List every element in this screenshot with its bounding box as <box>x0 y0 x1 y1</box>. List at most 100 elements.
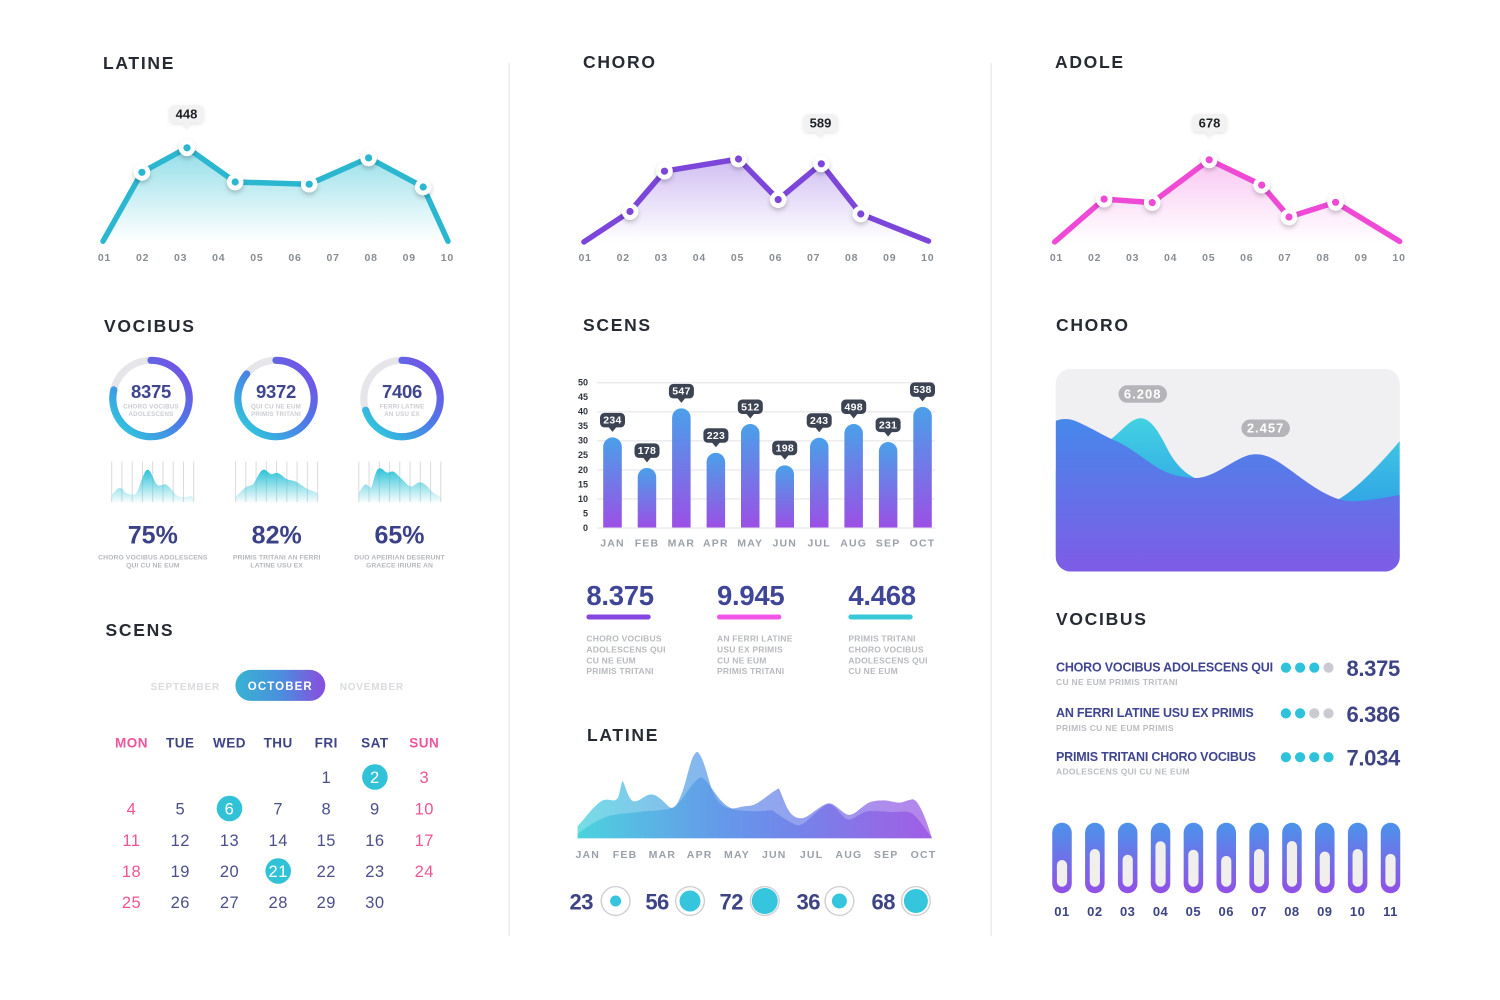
svg-text:5: 5 <box>583 508 588 518</box>
svg-text:ADOLESCENS QUI: ADOLESCENS QUI <box>848 655 927 665</box>
svg-text:OCTOBER: OCTOBER <box>248 681 313 693</box>
svg-text:09: 09 <box>403 252 416 264</box>
svg-text:09: 09 <box>883 252 896 264</box>
svg-text:USU EX PRIMIS: USU EX PRIMIS <box>717 644 783 654</box>
svg-text:JUL: JUL <box>807 538 830 550</box>
svg-text:19: 19 <box>171 863 190 881</box>
svg-text:JAN: JAN <box>600 538 625 550</box>
svg-text:CHORO VOCIBUS: CHORO VOCIBUS <box>586 634 661 644</box>
svg-text:CHORO VOCIBUS: CHORO VOCIBUS <box>848 644 923 654</box>
svg-text:448: 448 <box>176 106 198 121</box>
svg-text:26: 26 <box>171 894 190 912</box>
svg-text:30: 30 <box>578 436 588 446</box>
svg-text:10: 10 <box>578 494 588 504</box>
svg-text:6.208: 6.208 <box>1124 386 1162 401</box>
svg-text:OCT: OCT <box>911 849 937 861</box>
svg-text:12: 12 <box>171 832 190 850</box>
svg-text:07: 07 <box>807 252 820 264</box>
svg-text:01: 01 <box>1050 252 1063 264</box>
svg-text:05: 05 <box>731 252 744 264</box>
svg-text:MAY: MAY <box>724 849 750 861</box>
svg-text:09: 09 <box>1354 252 1367 264</box>
svg-text:13: 13 <box>220 832 239 850</box>
svg-text:4: 4 <box>127 800 137 818</box>
svg-text:6: 6 <box>225 800 235 818</box>
svg-text:09: 09 <box>1317 904 1332 919</box>
svg-text:MAR: MAR <box>649 849 677 861</box>
svg-text:PRIMIS TRITANI AN FERRI: PRIMIS TRITANI AN FERRI <box>233 555 321 562</box>
svg-text:WED: WED <box>213 736 246 751</box>
svg-text:APR: APR <box>687 849 713 861</box>
svg-text:LATINE: LATINE <box>587 725 659 745</box>
svg-text:22: 22 <box>317 863 336 881</box>
svg-text:MAR: MAR <box>668 538 696 550</box>
svg-text:25: 25 <box>578 450 588 460</box>
svg-text:538: 538 <box>913 384 931 396</box>
svg-text:03: 03 <box>174 252 187 264</box>
svg-text:VOCIBUS: VOCIBUS <box>104 316 196 336</box>
svg-text:PRIMIS TRITANI: PRIMIS TRITANI <box>251 411 301 418</box>
svg-text:231: 231 <box>879 419 897 431</box>
svg-text:243: 243 <box>810 415 828 427</box>
svg-text:PRIMIS CU NE EUM PRIMIS: PRIMIS CU NE EUM PRIMIS <box>1056 723 1174 733</box>
svg-text:NOVEMBER: NOVEMBER <box>340 682 404 693</box>
svg-text:PRIMIS TRITANI: PRIMIS TRITANI <box>717 666 784 676</box>
svg-text:50: 50 <box>578 378 588 388</box>
svg-text:8: 8 <box>321 800 331 818</box>
svg-text:THU: THU <box>264 736 293 751</box>
svg-text:589: 589 <box>810 115 832 130</box>
svg-text:9.945: 9.945 <box>717 580 784 611</box>
svg-text:ADOLESCENS QUI: ADOLESCENS QUI <box>586 644 665 654</box>
svg-text:CU NE EUM PRIMIS TRITANI: CU NE EUM PRIMIS TRITANI <box>1056 677 1178 687</box>
svg-text:30: 30 <box>365 894 384 912</box>
svg-text:04: 04 <box>693 252 706 264</box>
svg-text:06: 06 <box>1240 252 1253 264</box>
svg-text:7.034: 7.034 <box>1346 746 1401 771</box>
svg-text:07: 07 <box>1278 252 1291 264</box>
svg-text:08: 08 <box>1284 904 1299 919</box>
svg-text:15: 15 <box>578 479 588 489</box>
svg-text:SAT: SAT <box>361 736 389 751</box>
svg-text:QUI CU NE EUM: QUI CU NE EUM <box>126 563 180 570</box>
svg-text:75%: 75% <box>128 522 178 550</box>
svg-text:PRIMIS TRITANI CHORO VOCIBUS: PRIMIS TRITANI CHORO VOCIBUS <box>1056 750 1256 764</box>
svg-text:06: 06 <box>1219 904 1234 919</box>
svg-text:03: 03 <box>1120 904 1135 919</box>
svg-text:AUG: AUG <box>835 849 862 861</box>
svg-text:ADOLESCENS QUI CU NE EUM: ADOLESCENS QUI CU NE EUM <box>1056 767 1190 777</box>
svg-text:21: 21 <box>269 863 288 881</box>
svg-text:2: 2 <box>370 769 380 787</box>
svg-text:PRIMIS TRITANI: PRIMIS TRITANI <box>848 634 915 644</box>
svg-text:CHORO: CHORO <box>1056 315 1130 335</box>
svg-text:CU NE EUM: CU NE EUM <box>586 655 636 665</box>
svg-text:5: 5 <box>175 800 185 818</box>
svg-text:JAN: JAN <box>575 849 600 861</box>
svg-text:23: 23 <box>570 890 594 915</box>
svg-text:35: 35 <box>578 421 588 431</box>
svg-text:05: 05 <box>1186 904 1201 919</box>
svg-text:36: 36 <box>797 890 821 915</box>
svg-text:SUN: SUN <box>409 736 439 751</box>
svg-text:06: 06 <box>769 252 782 264</box>
svg-text:23: 23 <box>365 863 384 881</box>
svg-text:CHORO VOCIBUS ADOLESCENS: CHORO VOCIBUS ADOLESCENS <box>98 555 208 562</box>
svg-text:24: 24 <box>415 863 434 881</box>
svg-text:4.468: 4.468 <box>848 580 915 611</box>
svg-text:8.375: 8.375 <box>1346 656 1400 681</box>
svg-text:10: 10 <box>1392 252 1405 264</box>
svg-text:7: 7 <box>273 800 283 818</box>
svg-text:45: 45 <box>578 392 588 402</box>
svg-text:CHORO VOCIBUS ADOLESCENS QUI: CHORO VOCIBUS ADOLESCENS QUI <box>1056 660 1273 674</box>
svg-text:VOCIBUS: VOCIBUS <box>1056 609 1148 629</box>
svg-text:6.386: 6.386 <box>1346 702 1400 727</box>
svg-text:7406: 7406 <box>382 381 422 402</box>
svg-text:07: 07 <box>326 252 339 264</box>
svg-text:SEPTEMBER: SEPTEMBER <box>151 682 220 693</box>
svg-text:17: 17 <box>415 832 434 850</box>
svg-text:AN FERRI LATINE USU EX PRIMIS: AN FERRI LATINE USU EX PRIMIS <box>1056 706 1253 720</box>
svg-text:04: 04 <box>1153 904 1169 919</box>
svg-text:05: 05 <box>250 252 263 264</box>
svg-text:11: 11 <box>122 832 140 850</box>
svg-text:CHORO: CHORO <box>583 52 657 72</box>
svg-text:72: 72 <box>720 890 744 915</box>
